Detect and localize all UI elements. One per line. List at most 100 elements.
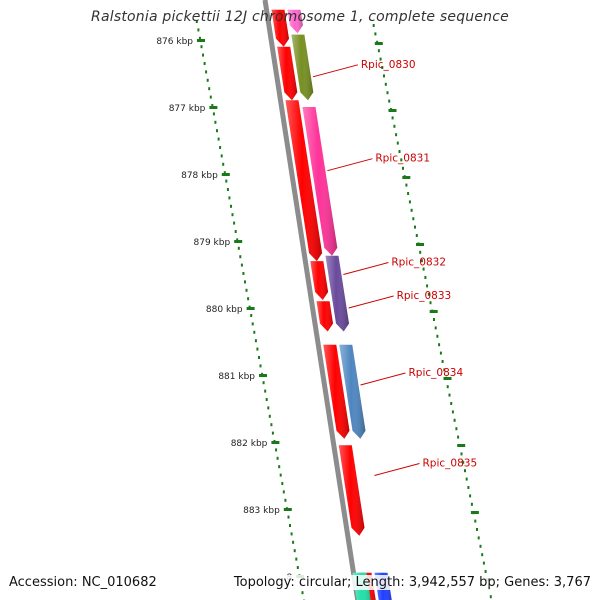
tick-dot	[202, 53, 204, 57]
tick-dot	[225, 179, 228, 183]
tick-dot	[247, 297, 250, 301]
tick-dot	[448, 393, 451, 397]
tick-dot	[374, 32, 377, 36]
tick-dot	[464, 469, 466, 473]
gene-label: Rpic_0834	[409, 367, 464, 379]
tick-dot	[405, 183, 408, 187]
tick-dot	[419, 250, 422, 254]
feature-band-shade	[325, 255, 349, 332]
tick-dot	[415, 234, 418, 237]
tick-dot	[383, 74, 385, 78]
tick-dot	[414, 225, 416, 229]
tick-dot	[465, 477, 468, 481]
tick-dot	[209, 95, 212, 99]
tick-dot	[482, 561, 485, 565]
tick-dot	[234, 230, 237, 233]
tick-dot	[296, 566, 299, 569]
tick-dot	[281, 482, 284, 485]
tick-dot	[219, 146, 222, 149]
backbone-line	[262, 0, 361, 600]
major-tick	[429, 310, 438, 313]
gene-label: Rpic_0835	[423, 458, 478, 470]
tick-dot	[474, 519, 477, 523]
tick-dot	[282, 490, 285, 494]
tick-dot	[451, 410, 454, 414]
tick-dot	[462, 460, 465, 464]
tick-dot	[391, 116, 394, 120]
cds-arrow-shade	[316, 301, 333, 332]
tick-dot	[231, 213, 234, 217]
major-tick	[470, 511, 479, 514]
tick-dot	[203, 62, 206, 65]
tick-dot	[228, 196, 231, 200]
tick-dot	[214, 120, 217, 124]
tick-dot	[450, 402, 453, 405]
tick-dot	[211, 104, 214, 107]
major-tick	[234, 240, 243, 243]
tick-dot	[293, 549, 296, 553]
major-tick	[388, 109, 397, 112]
label-leader	[348, 295, 394, 309]
tick-dot	[436, 334, 439, 338]
major-tick	[443, 377, 452, 380]
cds-arrow-shade	[285, 100, 323, 262]
label-leader	[327, 158, 373, 172]
tick-dot	[262, 381, 265, 385]
tick-dot	[264, 389, 267, 393]
map-title: Ralstonia pickettii 12J chromosome 1, co…	[91, 9, 509, 25]
tick-dot	[226, 188, 229, 191]
tick-dot	[290, 532, 293, 536]
backbone	[262, 0, 361, 600]
tick-dot	[230, 204, 232, 208]
tick-dot	[455, 427, 458, 431]
feature-band-shade	[302, 107, 338, 256]
kbp-scale: 876 kbp 877 kbp 878 kbp 879 kbp 880 kbp 881 k…	[156, 20, 493, 600]
major-tick	[283, 508, 292, 511]
tick-dot	[372, 24, 375, 27]
tick-dot	[386, 91, 389, 95]
tick-dot	[295, 557, 298, 561]
tick-dot	[443, 368, 446, 372]
tick-dot	[217, 137, 220, 141]
tick-dot	[267, 406, 270, 410]
tick-dot	[453, 418, 456, 422]
major-tick	[457, 444, 466, 447]
feature-band-shade	[287, 9, 303, 34]
tick-label: 883 kbp	[243, 506, 280, 516]
feature-band-shade	[291, 34, 314, 101]
tick-dot	[270, 423, 273, 427]
tick-dot	[429, 301, 432, 305]
tick-label: 878 kbp	[181, 171, 218, 181]
tick-dot	[220, 154, 223, 158]
tick-dot	[258, 356, 260, 359]
tick-dot	[205, 70, 208, 74]
tick-dot	[206, 78, 209, 82]
tick-dot	[470, 502, 473, 506]
tick-dot	[216, 129, 218, 133]
tick-dot	[412, 217, 415, 221]
tick-dot	[275, 448, 278, 452]
tick-dot	[222, 162, 225, 166]
label-leader	[343, 262, 389, 275]
tick-dot	[279, 473, 282, 477]
tick-dot	[410, 208, 413, 212]
major-tick	[197, 39, 205, 42]
tick-dot	[292, 540, 295, 544]
tick-dot	[434, 326, 437, 330]
gene-labels: Rpic_0830 Rpic_0831 Rpic_0832 Rpic_0833 Rpic…	[312, 59, 478, 476]
tick-dot	[457, 435, 460, 439]
tick-dot	[441, 360, 444, 363]
tick-dot	[197, 28, 200, 32]
tick-dot	[379, 57, 382, 61]
tick-dot	[422, 267, 425, 271]
feature-track	[287, 9, 392, 600]
tick-dot	[408, 200, 411, 204]
tick-dot	[388, 99, 391, 103]
tick-dot	[289, 524, 291, 527]
label-leader	[374, 463, 420, 476]
tick-dot	[200, 45, 203, 49]
tick-dot	[396, 141, 399, 145]
tick-dot	[384, 82, 387, 86]
cds-arrow-shade	[338, 445, 365, 536]
tick-dot	[438, 343, 441, 347]
